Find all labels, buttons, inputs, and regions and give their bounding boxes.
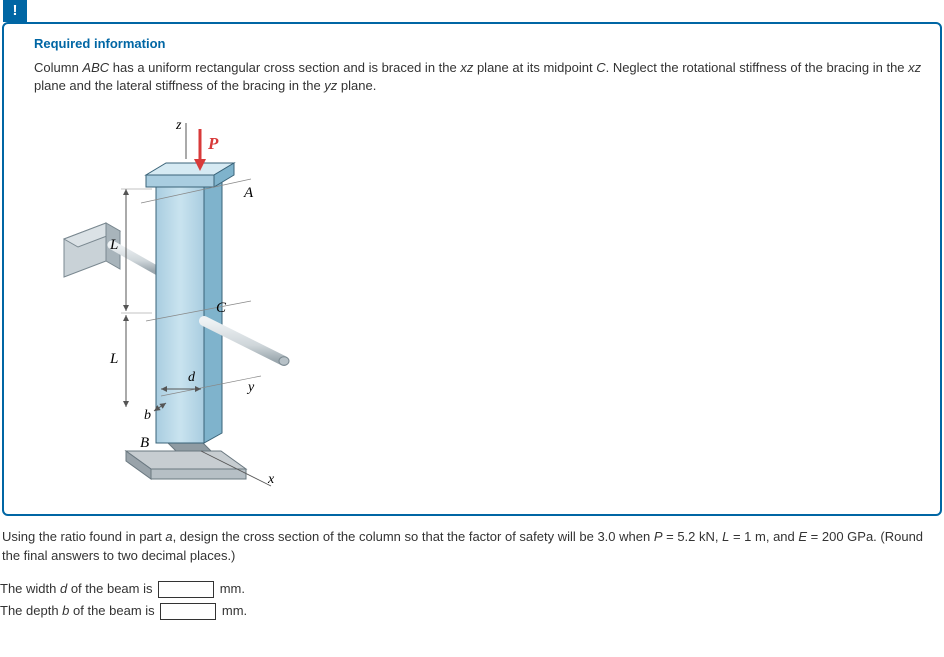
ans-txt: of the beam is	[67, 581, 156, 596]
label-B: B	[140, 435, 149, 451]
label-y: y	[246, 380, 255, 395]
label-L2: L	[109, 351, 118, 367]
answer-row-d: The width d of the beam is mm.	[0, 578, 944, 600]
label-L1: L	[109, 237, 118, 253]
q-txt: = 5.2 kN,	[663, 529, 723, 544]
required-info-title: Required information	[34, 36, 922, 51]
p-it: xz	[908, 60, 921, 75]
figure: z P A C y x L	[46, 111, 922, 494]
label-b: b	[144, 408, 151, 423]
ans-unit: mm.	[216, 581, 245, 596]
column-diagram-svg: z P A C y x L	[46, 111, 316, 491]
dim-L-lower: L	[109, 313, 152, 407]
label-C: C	[216, 300, 227, 316]
p-txt: plane at its midpoint	[473, 60, 596, 75]
p-txt: plane.	[337, 78, 376, 93]
p-it: C	[596, 60, 605, 75]
required-info-paragraph: Column ABC has a uniform rectangular cro…	[34, 59, 922, 95]
label-A: A	[243, 185, 254, 201]
label-x: x	[267, 472, 275, 487]
ans-txt: The depth	[0, 603, 62, 618]
question-paragraph: Using the ratio found in part a, design …	[0, 528, 944, 566]
label-P: P	[207, 134, 219, 153]
ans-txt: The width	[0, 581, 60, 596]
depth-b-input[interactable]	[160, 603, 216, 620]
p-it: ABC	[82, 60, 109, 75]
q-it: P	[654, 529, 663, 544]
p-txt: has a uniform rectangular cross section …	[109, 60, 460, 75]
answer-rows: The width d of the beam is mm. The depth…	[0, 578, 944, 622]
p-txt: . Neglect the rotational stiffness of th…	[606, 60, 909, 75]
ans-txt: of the beam is	[69, 603, 158, 618]
answer-row-b: The depth b of the beam is mm.	[0, 600, 944, 622]
label-z: z	[175, 118, 182, 133]
p-it: xz	[460, 60, 473, 75]
q-it: a	[165, 529, 172, 544]
p-txt: Column	[34, 60, 82, 75]
dim-L-upper: L	[109, 189, 152, 311]
p-txt: plane and the lateral stiffness of the b…	[34, 78, 324, 93]
q-it: E	[798, 529, 807, 544]
ans-unit: mm.	[218, 603, 247, 618]
column-body	[156, 175, 222, 443]
q-txt: Using the ratio found in part	[2, 529, 165, 544]
alert-badge: !	[3, 0, 27, 22]
q-txt: , design the cross section of the column…	[173, 529, 654, 544]
required-info-box: Required information Column ABC has a un…	[2, 22, 942, 516]
p-it: yz	[324, 78, 337, 93]
top-plate	[146, 163, 234, 187]
q-txt: = 1 m, and	[729, 529, 798, 544]
width-d-input[interactable]	[158, 581, 214, 598]
label-d: d	[188, 370, 196, 385]
